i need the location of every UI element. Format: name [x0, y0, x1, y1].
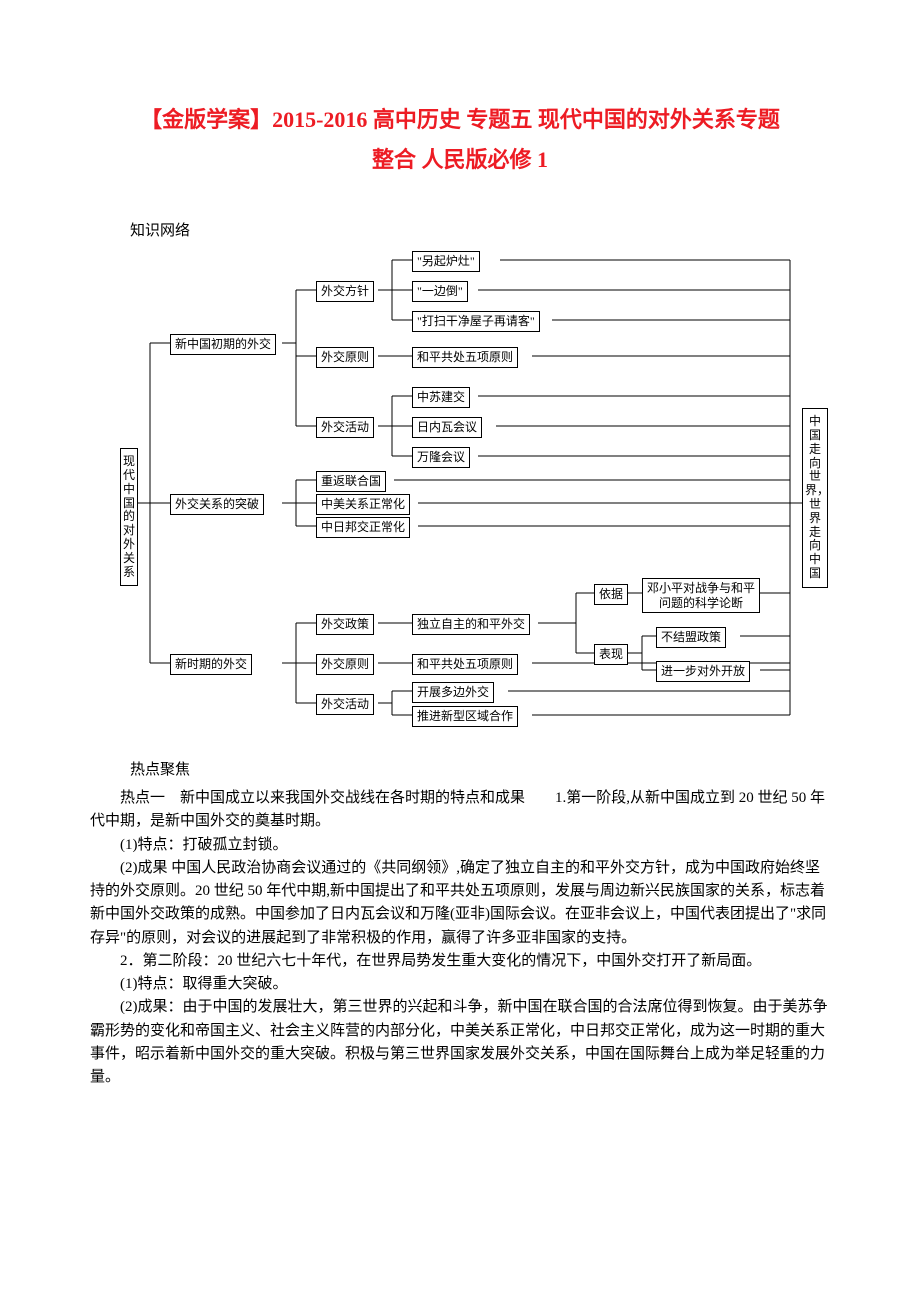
b3-c1-i1: 独立自主的和平外交: [412, 614, 530, 634]
root-left: 现代中国的对外关系: [120, 448, 138, 586]
b2-i2: 中美关系正常化: [316, 494, 410, 514]
page-title: 【金版学案】2015-2016 高中历史 专题五 现代中国的对外关系专题 整合 …: [90, 100, 830, 179]
b1-c1: 外交方针: [316, 281, 374, 301]
b3-c2-i1: 和平共处五项原则: [412, 654, 518, 674]
page: 【金版学案】2015-2016 高中历史 专题五 现代中国的对外关系专题 整合 …: [0, 0, 920, 1149]
b3-yiju: 依据: [594, 584, 628, 604]
b3-bx2: 进一步对外开放: [656, 661, 750, 681]
para-4: 2．第二阶段：20 世纪六七十年代，在世界局势发生重大变化的情况下，中国外交打开…: [90, 950, 830, 973]
b1-c1-i3: "打扫干净屋子再请客": [412, 311, 540, 331]
b2-i1: 重返联合国: [316, 471, 386, 491]
branch-1: 新中国初期的外交: [170, 334, 276, 354]
b1-c1-i1: "另起炉灶": [412, 251, 480, 271]
b3-c2: 外交原则: [316, 654, 374, 674]
section-hotspot: 热点聚焦: [130, 758, 830, 779]
para-1: 热点一 新中国成立以来我国外交战线在各时期的特点和成果 1.第一阶段,从新中国成…: [90, 787, 830, 834]
b3-c3: 外交活动: [316, 694, 374, 714]
b3-yiju-box: 邓小平对战争与和平问题的科学论断: [642, 578, 760, 613]
body-text: 热点一 新中国成立以来我国外交战线在各时期的特点和成果 1.第一阶段,从新中国成…: [90, 787, 830, 1089]
b3-c3-i2: 推进新型区域合作: [412, 706, 518, 726]
title-line-1: 【金版学案】2015-2016 高中历史 专题五 现代中国的对外关系专题: [140, 107, 780, 132]
b1-c3: 外交活动: [316, 417, 374, 437]
branch-2: 外交关系的突破: [170, 494, 264, 514]
title-line-2: 整合 人民版必修 1: [372, 147, 548, 172]
knowledge-diagram: 现代中国的对外关系 中国走向世界，世界走向中国 新中国初期的外交 外交关系的突破…: [100, 248, 840, 728]
para-3: (2)成果 中国人民政治协商会议通过的《共同纲领》,确定了独立自主的和平外交方针…: [90, 857, 830, 950]
b1-c2-i1: 和平共处五项原则: [412, 347, 518, 367]
para-5: (1)特点：取得重大突破。: [90, 973, 830, 996]
b3-bx1: 不结盟政策: [656, 627, 726, 647]
b1-c3-i3: 万隆会议: [412, 447, 470, 467]
b3-c1: 外交政策: [316, 614, 374, 634]
b3-c3-i1: 开展多边外交: [412, 682, 494, 702]
b3-biaoxian: 表现: [594, 644, 628, 664]
section-knowledge-network: 知识网络: [130, 219, 830, 240]
branch-3: 新时期的外交: [170, 654, 252, 674]
b1-c1-i2: "一边倒": [412, 281, 468, 301]
b1-c3-i1: 中苏建交: [412, 387, 470, 407]
para-2: (1)特点：打破孤立封锁。: [90, 834, 830, 857]
b1-c2: 外交原则: [316, 347, 374, 367]
root-right: 中国走向世界，世界走向中国: [802, 408, 828, 588]
b1-c3-i2: 日内瓦会议: [412, 417, 482, 437]
b2-i3: 中日邦交正常化: [316, 517, 410, 537]
para-6: (2)成果：由于中国的发展壮大，第三世界的兴起和斗争，新中国在联合国的合法席位得…: [90, 996, 830, 1089]
